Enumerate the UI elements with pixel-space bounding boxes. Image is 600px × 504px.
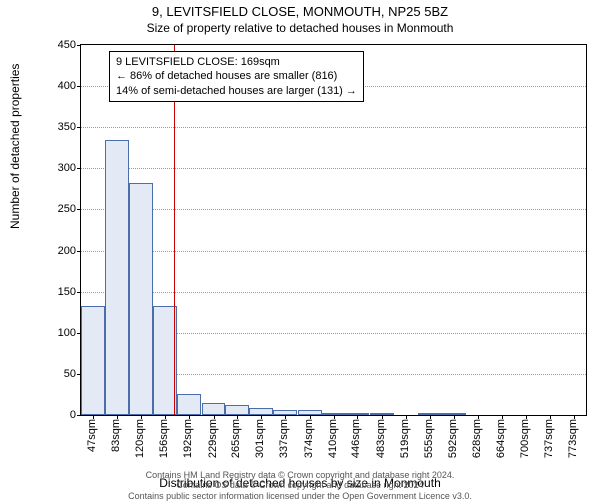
xtick-label: 229sqm xyxy=(207,419,219,458)
ytick-mark xyxy=(77,127,81,128)
xtick-label: 519sqm xyxy=(399,419,411,458)
footer-line2: Contains OS data © Crown copyright and d… xyxy=(0,480,600,491)
footer-line1: Contains HM Land Registry data © Crown c… xyxy=(0,470,600,481)
histogram-bar xyxy=(202,403,226,415)
gridline xyxy=(81,292,586,293)
chart-title-sub: Size of property relative to detached ho… xyxy=(0,21,600,35)
ytick-mark xyxy=(77,292,81,293)
ytick-mark xyxy=(77,209,81,210)
ytick-label: 400 xyxy=(46,80,76,92)
xtick-label: 700sqm xyxy=(519,419,531,458)
chart-title-main: 9, LEVITSFIELD CLOSE, MONMOUTH, NP25 5BZ xyxy=(0,4,600,19)
ytick-label: 250 xyxy=(46,203,76,215)
xtick-label: 120sqm xyxy=(134,419,146,458)
y-axis-label: Number of detached properties xyxy=(8,64,22,229)
ytick-label: 350 xyxy=(46,121,76,133)
gridline xyxy=(81,168,586,169)
xtick-label: 192sqm xyxy=(182,419,194,458)
ytick-label: 150 xyxy=(46,286,76,298)
ytick-label: 0 xyxy=(46,409,76,421)
xtick-label: 265sqm xyxy=(230,419,242,458)
ytick-label: 300 xyxy=(46,162,76,174)
annotation-line1: 9 LEVITSFIELD CLOSE: 169sqm xyxy=(116,55,357,69)
xtick-label: 483sqm xyxy=(375,419,387,458)
annotation-line3: 14% of semi-detached houses are larger (… xyxy=(116,84,357,98)
xtick-label: 737sqm xyxy=(543,419,555,458)
ytick-mark xyxy=(77,168,81,169)
xtick-label: 156sqm xyxy=(158,419,170,458)
xtick-label: 410sqm xyxy=(327,419,339,458)
footer-line3: Contains public sector information licen… xyxy=(0,491,600,502)
ytick-label: 50 xyxy=(46,368,76,380)
annotation-box: 9 LEVITSFIELD CLOSE: 169sqm ← 86% of det… xyxy=(109,51,364,102)
footer-attribution: Contains HM Land Registry data © Crown c… xyxy=(0,470,600,502)
xtick-label: 555sqm xyxy=(423,419,435,458)
gridline xyxy=(81,127,586,128)
annotation-line2: ← 86% of detached houses are smaller (81… xyxy=(116,69,357,83)
histogram-bar xyxy=(81,306,105,415)
ytick-label: 100 xyxy=(46,327,76,339)
plot-area: 050100150200250300350400450 9 LEVITSFIEL… xyxy=(80,44,587,416)
ytick-mark xyxy=(77,251,81,252)
ytick-mark xyxy=(77,86,81,87)
xtick-label: 83sqm xyxy=(110,419,122,452)
xtick-label: 301sqm xyxy=(254,419,266,458)
ytick-mark xyxy=(77,45,81,46)
gridline xyxy=(81,251,586,252)
ytick-label: 200 xyxy=(46,245,76,257)
xtick-label: 337sqm xyxy=(278,419,290,458)
xtick-label: 592sqm xyxy=(447,419,459,458)
xtick-label: 446sqm xyxy=(350,419,362,458)
gridline xyxy=(81,209,586,210)
ytick-label: 450 xyxy=(46,39,76,51)
histogram-bar xyxy=(105,140,129,415)
xtick-label: 664sqm xyxy=(495,419,507,458)
histogram-bar xyxy=(129,183,153,415)
xtick-label: 628sqm xyxy=(471,419,483,458)
histogram-bar xyxy=(225,405,249,415)
xtick-label: 374sqm xyxy=(303,419,315,458)
xtick-label: 47sqm xyxy=(86,419,98,452)
histogram-bar xyxy=(177,394,201,415)
xtick-label: 773sqm xyxy=(567,419,579,458)
ytick-mark xyxy=(77,415,81,416)
chart-container: 050100150200250300350400450 9 LEVITSFIEL… xyxy=(45,44,585,444)
